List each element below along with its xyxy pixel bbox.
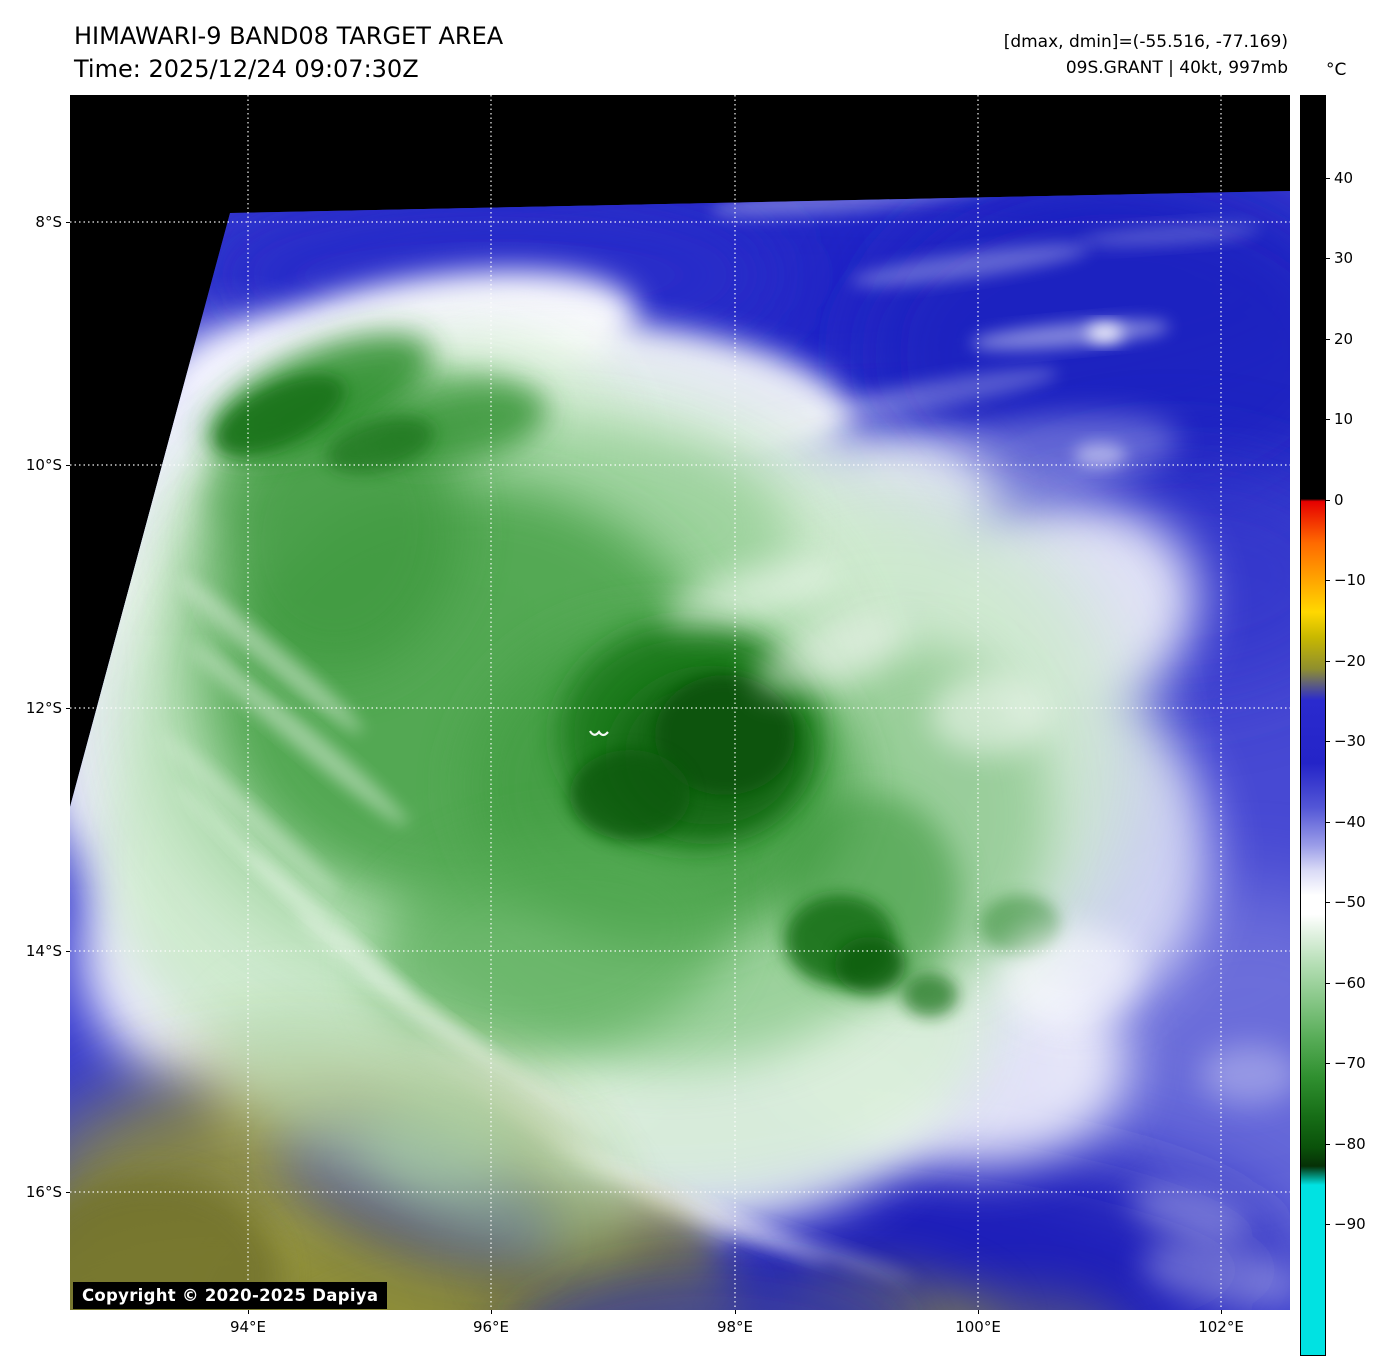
colorbar-tick-label: −60 <box>1334 974 1366 992</box>
title-block: HIMAWARI-9 BAND08 TARGET AREA Time: 2025… <box>74 20 503 86</box>
lon-label-102e: 102°E <box>1198 1318 1244 1336</box>
cloud-imagery-layer <box>70 191 1290 1310</box>
figure-time: Time: 2025/12/24 09:07:30Z <box>74 55 419 83</box>
lat-tickmark <box>66 222 70 223</box>
colorbar-tickmark <box>1326 500 1330 501</box>
map-plot-area: Copyright © 2020-2025 Dapiya <box>70 95 1290 1310</box>
storm-info-annotation: 09S.GRANT | 40kt, 997mb <box>1065 58 1288 78</box>
dmax-dmin-annotation: [dmax, dmin]=(-55.516, -77.169) <box>1003 32 1288 52</box>
annotation-block: [dmax, dmin]=(-55.516, -77.169) 09S.GRAN… <box>1004 29 1288 81</box>
lat-tickmark <box>66 708 70 709</box>
lon-label-94e: 94°E <box>229 1318 267 1336</box>
colorbar-tick-label: −70 <box>1334 1054 1366 1072</box>
satellite-imagery <box>70 95 1290 1310</box>
lat-tickmark <box>66 1192 70 1193</box>
lon-tickmark <box>248 1310 249 1314</box>
colorbar-tick-label: −20 <box>1334 652 1366 670</box>
colorbar-tick-label: 0 <box>1334 491 1344 509</box>
colorbar-tickmark <box>1326 419 1330 420</box>
colorbar-tickmark <box>1326 1144 1330 1145</box>
lon-tickmark <box>978 1310 979 1314</box>
colorbar-unit-label: °C <box>1326 60 1347 80</box>
lon-label-100e: 100°E <box>955 1318 1001 1336</box>
lat-label-14s: 14°S <box>25 942 62 960</box>
lat-tickmark <box>66 465 70 466</box>
colorbar-tickmark <box>1326 902 1330 903</box>
temperature-colorbar <box>1300 95 1326 1356</box>
colorbar-tick-label: −30 <box>1334 732 1366 750</box>
colorbar-tickmark <box>1326 983 1330 984</box>
colorbar-tick-label: −40 <box>1334 813 1366 831</box>
colorbar-tick-label: 30 <box>1334 249 1354 267</box>
lat-label-12s: 12°S <box>25 699 62 717</box>
colorbar-tickmark <box>1326 741 1330 742</box>
colorbar-tick-label: −90 <box>1334 1215 1366 1233</box>
colorbar-tick-label: −50 <box>1334 893 1366 911</box>
colorbar-tickmark <box>1326 178 1330 179</box>
colorbar-tick-label: 20 <box>1334 330 1354 348</box>
colorbar-tickmark <box>1326 661 1330 662</box>
graticule-lines <box>70 95 1290 1310</box>
lon-label-98e: 98°E <box>716 1318 754 1336</box>
colorbar-tickmark <box>1326 1063 1330 1064</box>
colorbar-tickmark <box>1326 1224 1330 1225</box>
colorbar-tick-label: 40 <box>1334 169 1354 187</box>
colorbar-tickmark <box>1326 580 1330 581</box>
lon-label-96e: 96°E <box>472 1318 510 1336</box>
storm-center-marker <box>589 730 609 737</box>
lon-tickmark <box>491 1310 492 1314</box>
copyright-badge: Copyright © 2020-2025 Dapiya <box>73 1282 388 1309</box>
lat-label-10s: 10°S <box>25 456 62 474</box>
colorbar-tickmark <box>1326 822 1330 823</box>
lat-label-16s: 16°S <box>25 1183 62 1201</box>
colorbar-tickmark <box>1326 339 1330 340</box>
lon-tickmark <box>735 1310 736 1314</box>
lat-label-8s: 8°S <box>35 213 62 231</box>
figure-title: HIMAWARI-9 BAND08 TARGET AREA <box>74 22 504 50</box>
colorbar-tick-label: 10 <box>1334 410 1354 428</box>
lon-tickmark <box>1221 1310 1222 1314</box>
lat-tickmark <box>66 951 70 952</box>
colorbar-tickmark <box>1326 258 1330 259</box>
colorbar-tick-label: −10 <box>1334 571 1366 589</box>
colorbar-tick-label: −80 <box>1334 1135 1366 1153</box>
